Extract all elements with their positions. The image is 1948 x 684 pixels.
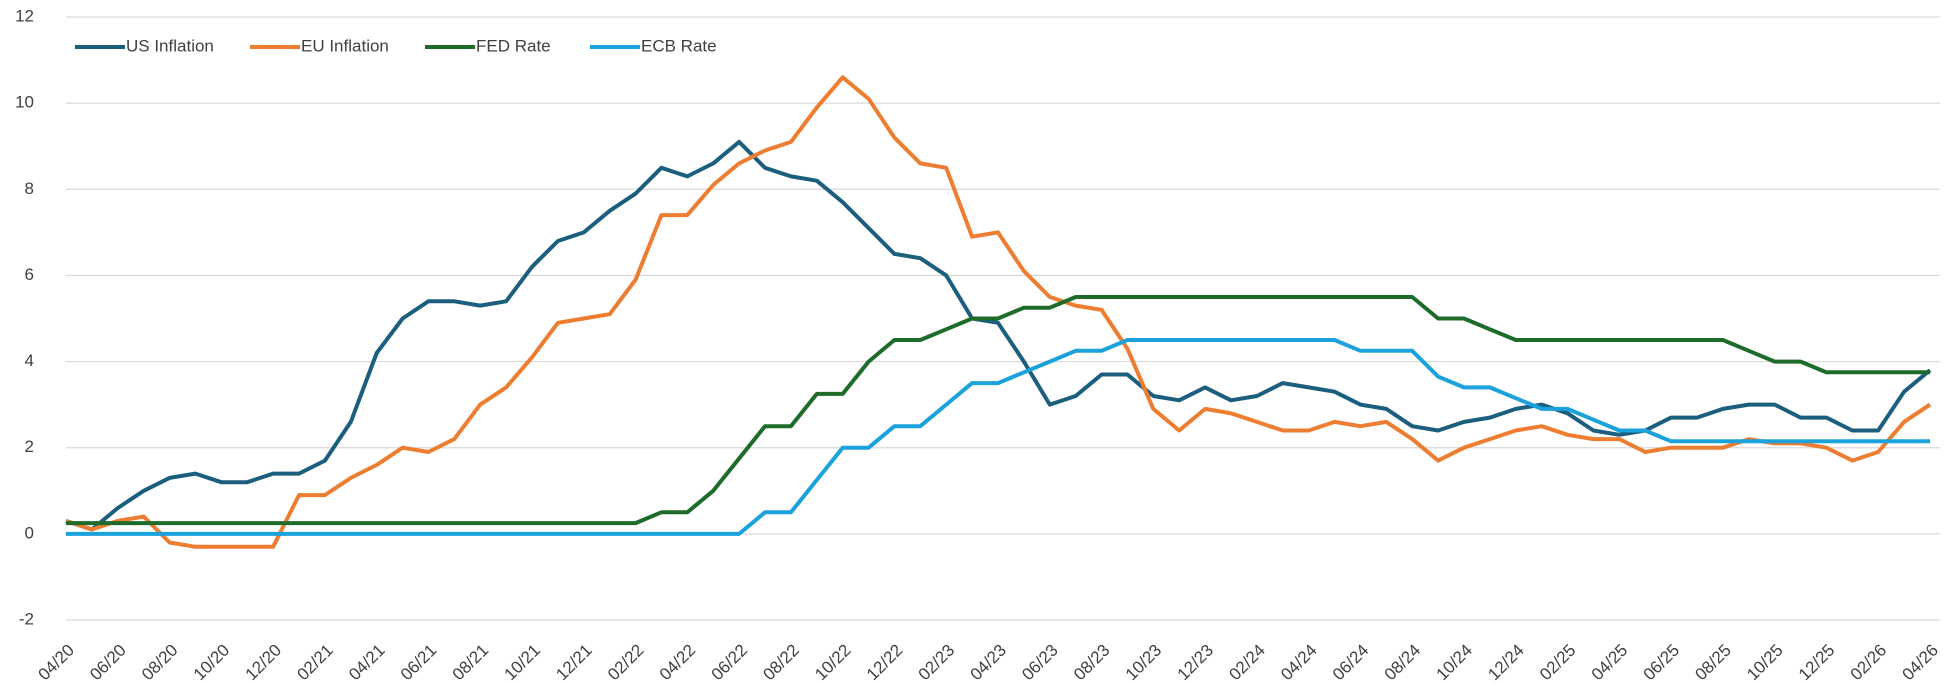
x-tick-label: 08/22	[759, 641, 803, 684]
line-series	[66, 338, 1930, 536]
legend-label: ECB Rate	[641, 36, 717, 55]
legend-item: US Inflation	[75, 36, 214, 55]
x-tick-label: 08/25	[1691, 641, 1735, 684]
legend-item: FED Rate	[425, 36, 551, 55]
legend-label: US Inflation	[126, 36, 214, 55]
x-tick-label: 12/23	[1174, 641, 1218, 684]
x-tick-label: 06/21	[397, 641, 441, 684]
x-tick-label: 02/26	[1847, 641, 1891, 684]
x-tick-label: 08/21	[449, 641, 493, 684]
y-tick-label: 4	[25, 351, 34, 370]
line-series	[65, 139, 1932, 532]
y-tick-label: 12	[15, 6, 34, 25]
legend-item: ECB Rate	[590, 36, 717, 55]
legend-item: EU Inflation	[250, 36, 389, 55]
x-tick-label: 04/23	[966, 641, 1010, 684]
x-tick-label: 10/23	[1122, 641, 1166, 684]
x-tick-label: 06/24	[1329, 641, 1373, 684]
x-tick-label: 10/21	[500, 641, 544, 684]
x-tick-label: 12/21	[552, 641, 596, 684]
y-tick-label: 6	[25, 265, 34, 284]
x-tick-label: 04/22	[656, 641, 700, 684]
y-tick-label: 0	[25, 523, 34, 542]
legend-label: EU Inflation	[301, 36, 389, 55]
x-tick-label: 02/24	[1225, 641, 1269, 684]
x-tick-label: 12/22	[863, 641, 907, 684]
line-series	[65, 75, 1932, 549]
legend-label: FED Rate	[476, 36, 551, 55]
x-tick-label: 04/25	[1588, 641, 1632, 684]
x-tick-label: 04/26	[1898, 641, 1942, 684]
y-tick-label: -2	[19, 609, 34, 628]
x-tick-label: 08/23	[1070, 641, 1114, 684]
x-tick-label: 04/20	[34, 641, 78, 684]
x-tick-label: 10/25	[1743, 641, 1787, 684]
line-series	[66, 295, 1930, 526]
x-tick-label: 06/23	[1018, 641, 1062, 684]
y-tick-label: 8	[25, 179, 34, 198]
x-tick-label: 10/20	[190, 641, 234, 684]
x-tick-label: 06/22	[708, 641, 752, 684]
x-tick-label: 12/25	[1795, 641, 1839, 684]
x-tick-label: 08/20	[138, 641, 182, 684]
x-tick-label: 10/24	[1432, 641, 1476, 684]
x-tick-label: 02/22	[604, 641, 648, 684]
y-tick-label: 2	[25, 437, 34, 456]
x-tick-label: 10/22	[811, 641, 855, 684]
x-tick-label: 02/25	[1536, 641, 1580, 684]
x-tick-label: 04/21	[345, 641, 389, 684]
x-tick-label: 02/23	[915, 641, 959, 684]
x-tick-label: 08/24	[1381, 641, 1425, 684]
x-tick-label: 04/24	[1277, 641, 1321, 684]
x-tick-label: 06/25	[1640, 641, 1684, 684]
x-tick-label: 12/20	[242, 641, 286, 684]
x-tick-label: 06/20	[86, 641, 130, 684]
x-tick-label: 12/24	[1484, 641, 1528, 684]
y-tick-label: 10	[15, 93, 34, 112]
x-tick-label: 02/21	[293, 641, 337, 684]
